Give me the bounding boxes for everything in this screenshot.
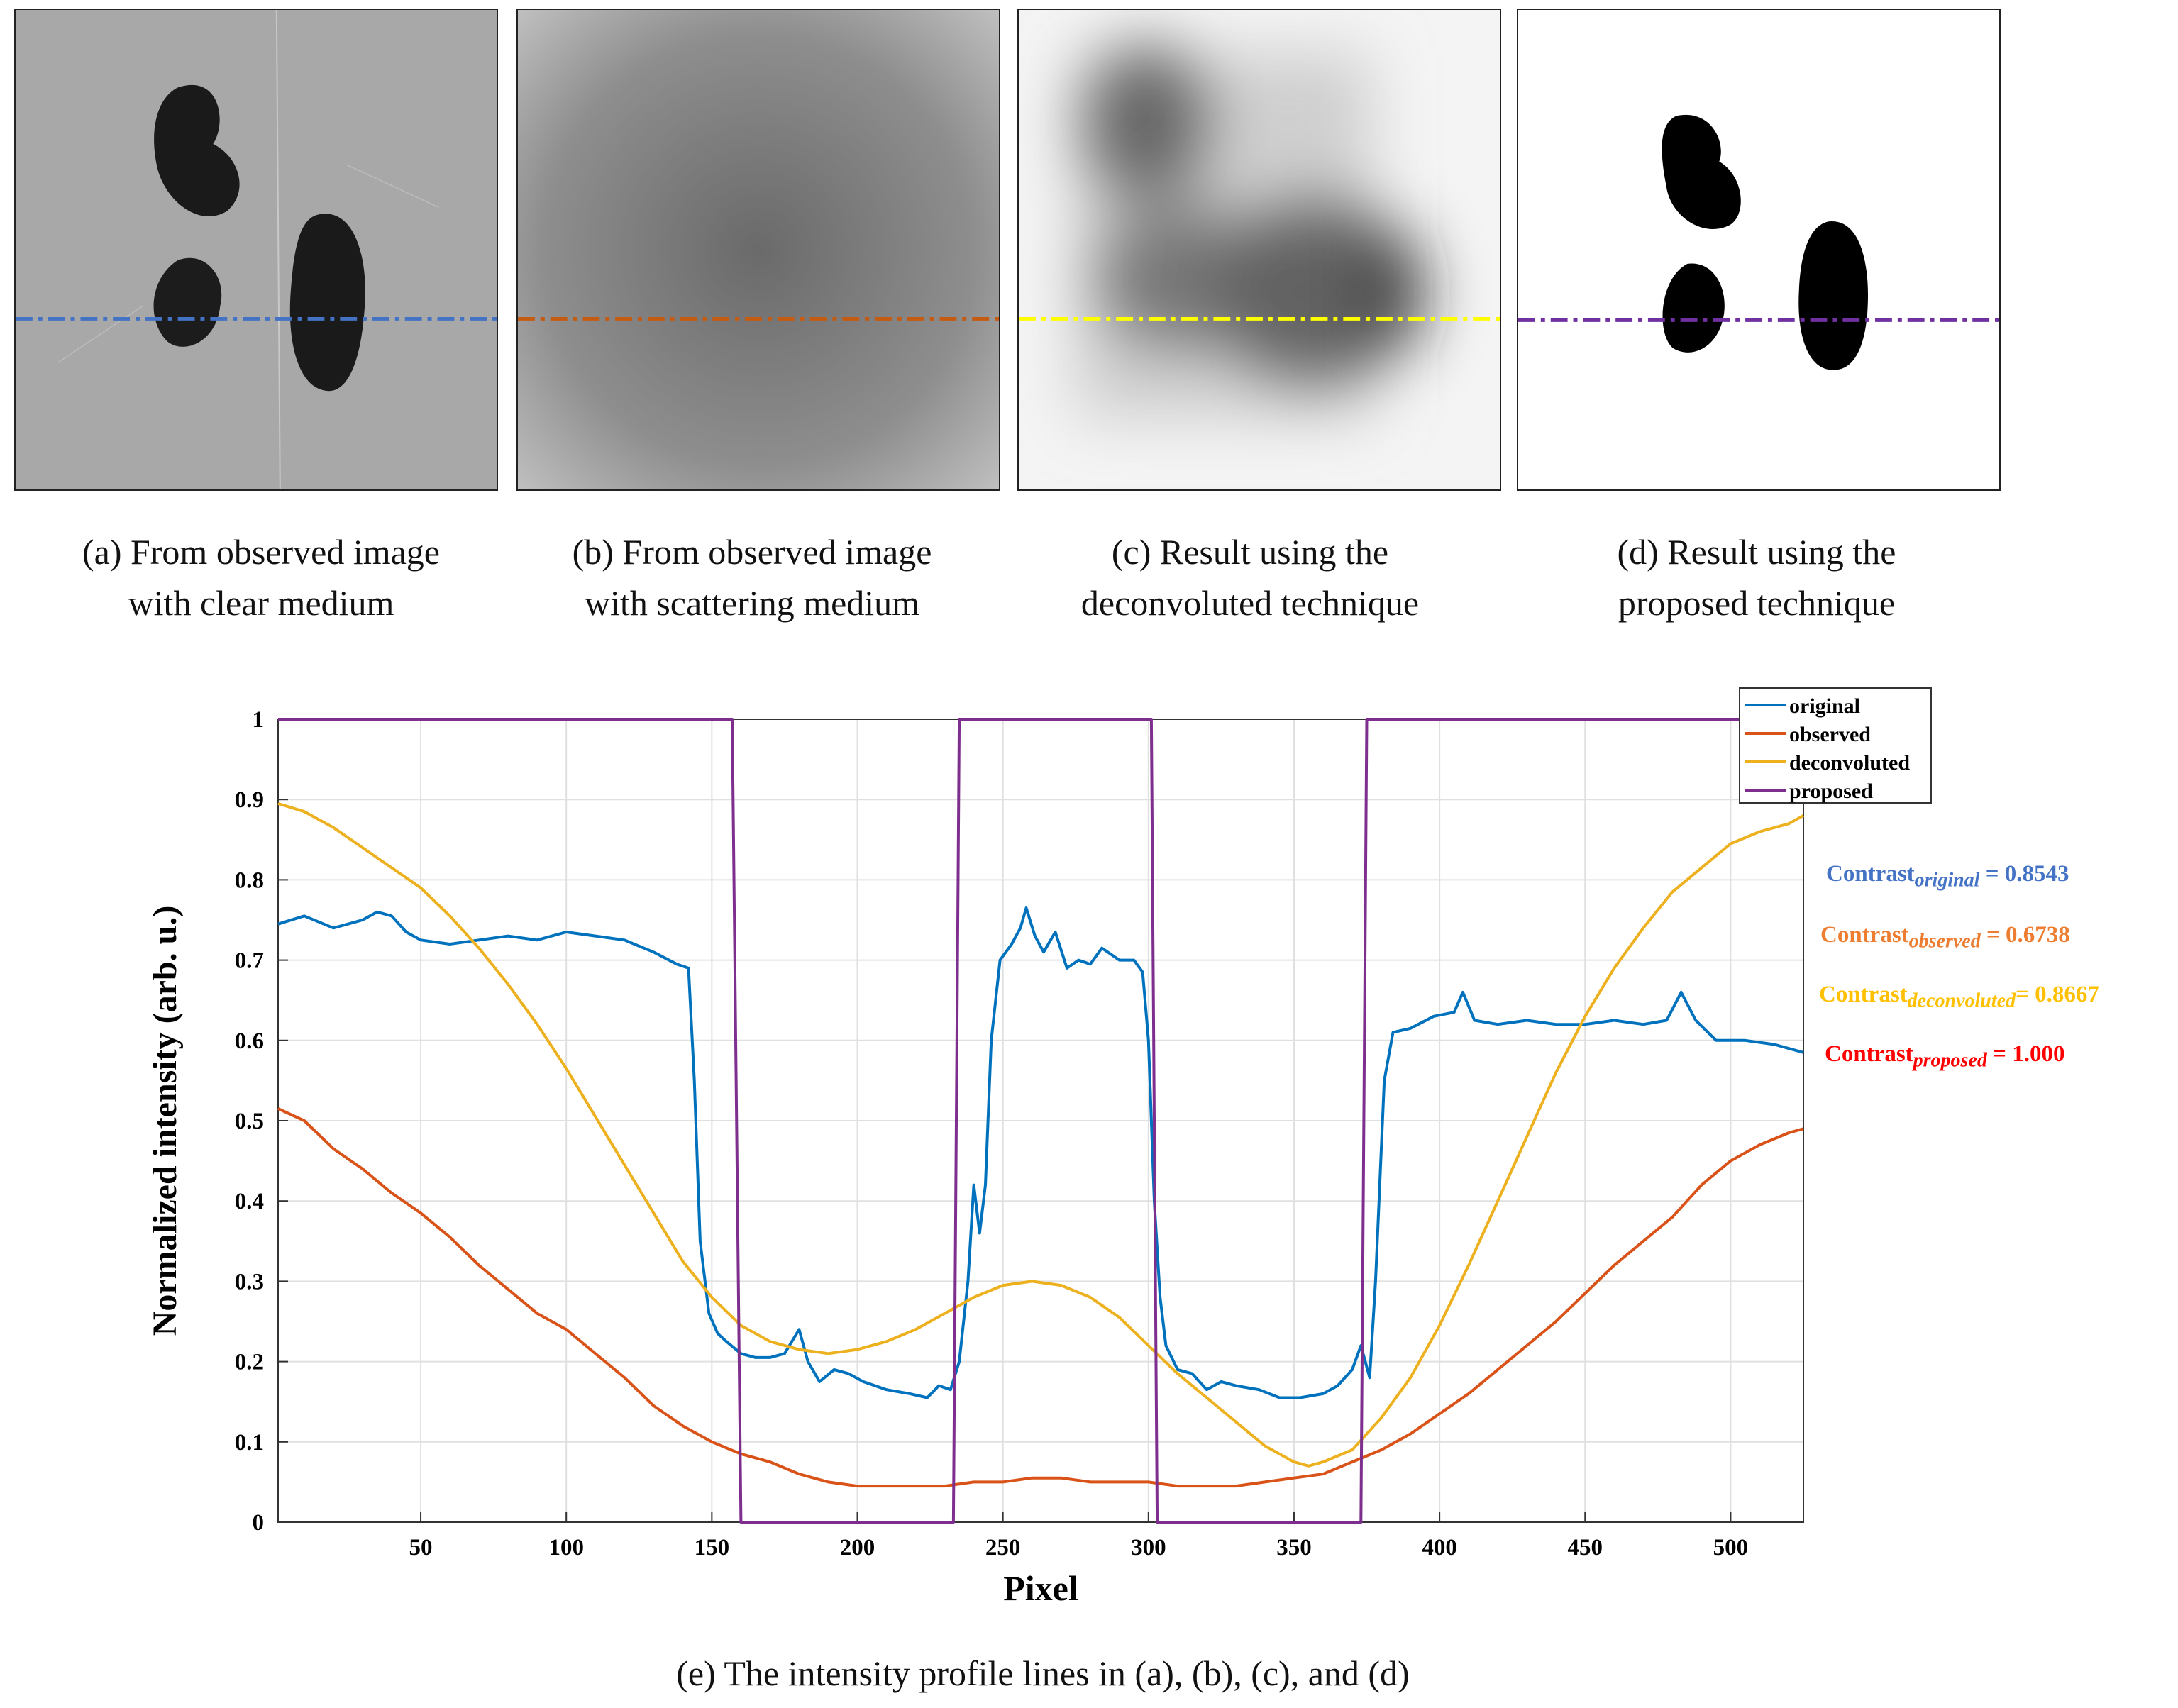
intensity-profile-chart: 50 100 150 200 250 300 350 400 450 500 0 0.1 0.2 0.3 0… <box>0 681 2178 1631</box>
series-line-deconvoluted <box>277 802 1804 1468</box>
caption-b-line2: with scattering medium <box>584 583 920 623</box>
bean-2 <box>153 257 222 347</box>
y-tick-label-0.8: 0.8 <box>235 867 264 893</box>
x-tick-label-100: 100 <box>548 1535 584 1560</box>
panel-d-image <box>1518 10 1999 489</box>
caption-d: (d) Result using the proposed technique <box>1508 526 2005 628</box>
x-tick-label-500: 500 <box>1713 1535 1749 1560</box>
y-tick-label-0.4: 0.4 <box>235 1189 264 1214</box>
contrast-original: Contrastoriginal = 0.8543 <box>1826 861 2069 892</box>
mask-bean-1 <box>1662 114 1741 229</box>
caption-b-line1: (b) From observed image <box>572 532 932 572</box>
contrast-deconvoluted: Contrastdeconvoluted= 0.8667 <box>1819 982 2099 1012</box>
y-tick-label-1: 1 <box>253 707 265 733</box>
caption-c-line1: (c) Result using the <box>1111 532 1389 572</box>
panel-a-clear-medium <box>14 9 498 491</box>
x-tick-label-350: 350 <box>1276 1535 1312 1560</box>
series-line-proposed <box>278 718 1803 1524</box>
y-tick-label-0.5: 0.5 <box>235 1109 264 1134</box>
y-axis-label: Normalized intensity (arb. u.) <box>146 906 184 1336</box>
contrast-proposed: Contrastproposed = 1.000 <box>1825 1041 2065 1072</box>
y-tick-label-0: 0 <box>253 1510 265 1536</box>
caption-c-line2: deconvoluted technique <box>1080 583 1420 623</box>
caption-d-line1: (d) Result using the <box>1617 532 1896 572</box>
panel-d-proposed <box>1517 9 2001 491</box>
x-tick-label-250: 250 <box>985 1535 1021 1560</box>
y-tick-label-0.2: 0.2 <box>235 1350 264 1375</box>
mask-bean-2 <box>1662 263 1725 353</box>
legend-label-original: original <box>1789 694 1860 718</box>
caption-d-line2: proposed technique <box>1618 583 1896 623</box>
caption-a-line2: with clear medium <box>128 583 394 623</box>
x-tick-label-50: 50 <box>409 1535 433 1560</box>
y-tick-label-0.7: 0.7 <box>235 948 264 974</box>
caption-a-line1: (a) From observed image <box>82 532 440 572</box>
bean-1 <box>154 84 240 216</box>
caption-a: (a) From observed image with clear mediu… <box>13 526 509 628</box>
chart-svg: 50 100 150 200 250 300 350 400 450 500 0 0.1 0.2 0.3 0… <box>146 687 1932 1608</box>
x-tick-label-450: 450 <box>1568 1535 1603 1560</box>
panel-b-scattering-medium <box>516 9 1000 491</box>
panel-b-image <box>518 10 999 489</box>
legend-label-observed: observed <box>1789 723 1871 746</box>
y-tick-label-0.1: 0.1 <box>235 1430 264 1455</box>
panel-c-deconvoluted <box>1017 9 1501 491</box>
panel-a-image <box>16 10 497 489</box>
series-line-observed <box>277 1107 1804 1488</box>
caption-c: (c) Result using the deconvoluted techni… <box>1002 526 1498 628</box>
y-tick-label-0.3: 0.3 <box>235 1269 264 1294</box>
legend-box <box>1739 687 1932 804</box>
y-tick-label-0.6: 0.6 <box>235 1028 264 1054</box>
mask-bean-3 <box>1798 221 1869 370</box>
legend-label-deconvoluted: deconvoluted <box>1789 751 1910 775</box>
x-axis-label: Pixel <box>1003 1568 1078 1608</box>
x-tick-label-150: 150 <box>695 1535 730 1560</box>
contrast-observed: Contrastobserved = 0.6738 <box>1820 922 2070 953</box>
caption-b: (b) From observed image with scattering … <box>504 526 1000 628</box>
bean-3 <box>289 214 365 392</box>
y-tick-label-0.9: 0.9 <box>235 787 264 813</box>
x-tick-label-300: 300 <box>1131 1535 1166 1560</box>
panel-c-image <box>1019 10 1500 489</box>
figure-caption: (e) The intensity profile lines in (a), … <box>676 1653 1410 1693</box>
legend-label-proposed: proposed <box>1789 780 1873 803</box>
series-line-original <box>277 906 1804 1399</box>
x-tick-label-400: 400 <box>1422 1535 1457 1560</box>
x-tick-label-200: 200 <box>840 1535 875 1560</box>
